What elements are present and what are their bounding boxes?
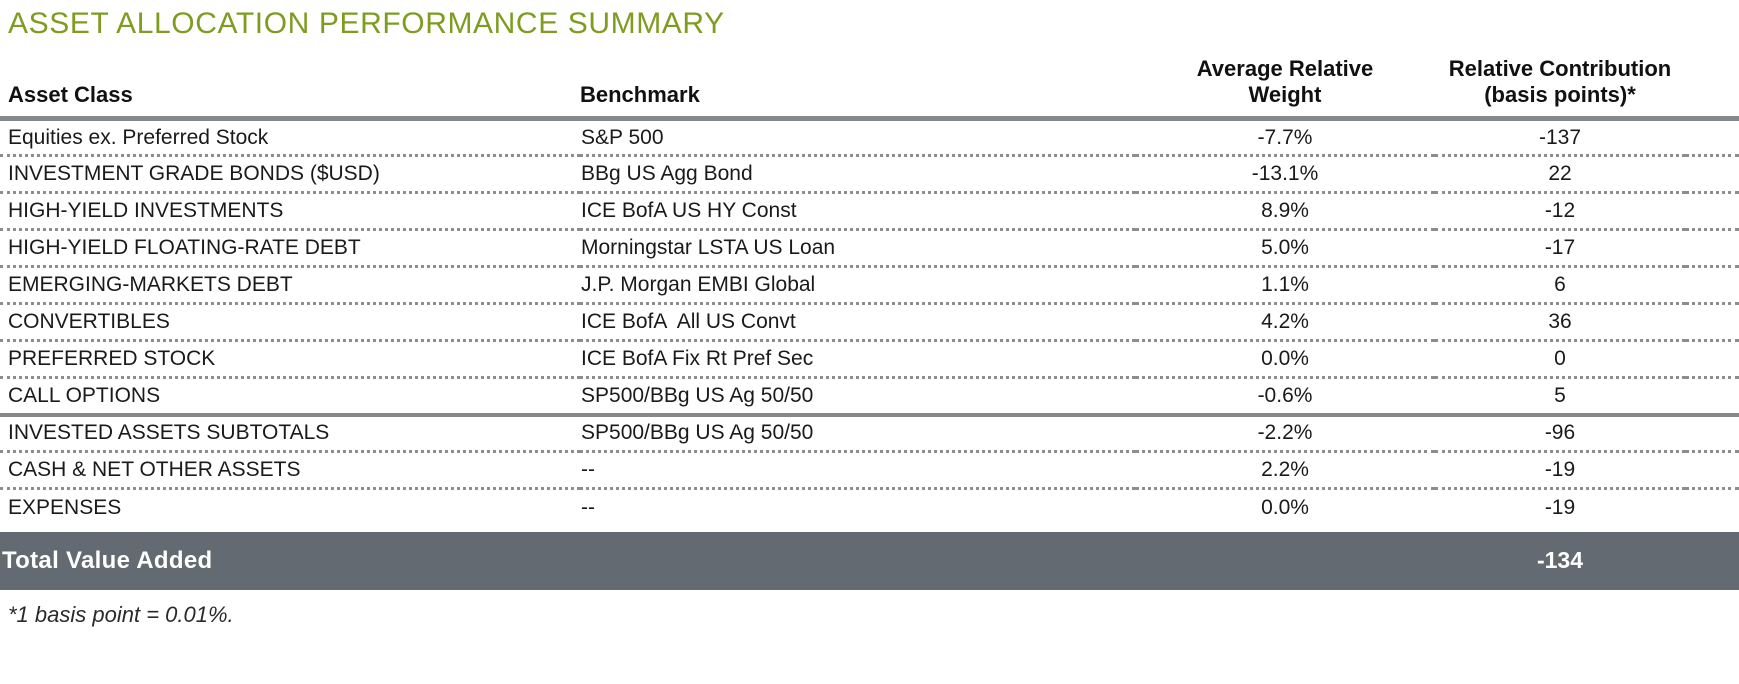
spacer-cell	[1685, 230, 1739, 267]
average-relative-weight-cell: 0.0%	[1261, 347, 1309, 370]
benchmark-cell: --	[581, 458, 595, 481]
relative-contribution-cell: 6	[1554, 273, 1566, 296]
benchmark-cell: ICE BofA All US Convt	[581, 310, 796, 333]
benchmark-cell: Morningstar LSTA US Loan	[581, 236, 836, 259]
average-relative-weight-cell: 2.2%	[1261, 458, 1309, 481]
relative-contribution-cell: 0	[1554, 347, 1566, 370]
benchmark-cell: S&P 500	[581, 125, 664, 149]
table-row: HIGH-YIELD FLOATING-RATE DEBT Morningsta…	[0, 230, 1739, 267]
column-header-benchmark: Benchmark	[580, 82, 700, 107]
spacer-cell	[1685, 156, 1739, 193]
spacer-cell	[1685, 378, 1739, 415]
relative-contribution-cell: -19	[1544, 495, 1576, 519]
spacer-cell	[1685, 415, 1739, 452]
asset-class-cell: EMERGING-MARKETS DEBT	[8, 273, 293, 296]
basis-point-footnote: *1 basis point = 0.01%.	[8, 601, 234, 627]
average-relative-weight-cell: -13.1%	[1251, 162, 1319, 185]
table-row: PREFERRED STOCK ICE BofA Fix Rt Pref Sec…	[0, 341, 1739, 378]
asset-class-cell: Equities ex. Preferred Stock	[8, 125, 269, 149]
asset-class-cell: HIGH-YIELD FLOATING-RATE DEBT	[8, 236, 361, 259]
average-relative-weight-cell: -7.7%	[1257, 125, 1313, 149]
relative-contribution-cell: -17	[1544, 236, 1576, 259]
relative-contribution-cell: 22	[1548, 162, 1572, 185]
asset-class-cell: INVESTED ASSETS SUBTOTALS	[8, 421, 330, 445]
benchmark-cell: ICE BofA US HY Const	[581, 199, 797, 222]
column-header-relative-contribution: Relative Contribution (basis points)*	[1448, 56, 1672, 107]
relative-contribution-cell: 36	[1548, 310, 1572, 333]
column-header-average-relative-weight: Average Relative Weight	[1196, 56, 1374, 107]
benchmark-cell: BBg US Agg Bond	[581, 162, 753, 185]
asset-class-cell: CONVERTIBLES	[8, 310, 170, 333]
average-relative-weight-cell: 1.1%	[1261, 273, 1309, 296]
asset-class-cell: PREFERRED STOCK	[8, 347, 216, 370]
spacer-cell	[1685, 489, 1739, 526]
table-row: EXPENSES -- 0.0% -19	[0, 489, 1739, 526]
benchmark-cell: ICE BofA Fix Rt Pref Sec	[581, 347, 814, 370]
column-header-asset-class: Asset Class	[8, 82, 133, 107]
spacer-cell	[1685, 341, 1739, 378]
benchmark-cell: J.P. Morgan EMBI Global	[581, 273, 816, 296]
table-row: CONVERTIBLES ICE BofA All US Convt 4.2% …	[0, 304, 1739, 341]
average-relative-weight-cell: 5.0%	[1261, 236, 1309, 259]
spacer-cell	[1685, 452, 1739, 489]
asset-class-cell: EXPENSES	[8, 495, 122, 519]
total-value-added-row: Total Value Added -134	[0, 531, 1739, 590]
average-relative-weight-cell: 4.2%	[1261, 310, 1309, 333]
relative-contribution-cell: -96	[1544, 421, 1576, 445]
relative-contribution-cell: -137	[1538, 125, 1582, 149]
total-value-added-label: Total Value Added	[2, 546, 213, 574]
average-relative-weight-cell: 0.0%	[1261, 495, 1309, 519]
asset-class-cell: INVESTMENT GRADE BONDS ($USD)	[8, 162, 380, 185]
benchmark-cell: SP500/BBg US Ag 50/50	[581, 421, 814, 445]
average-relative-weight-cell: -2.2%	[1257, 421, 1313, 445]
table-header: Asset Class Benchmark Average Relative W…	[0, 56, 1739, 119]
relative-contribution-cell: -12	[1544, 199, 1576, 222]
spacer-cell	[1685, 193, 1739, 230]
table-body: Equities ex. Preferred Stock S&P 500 -7.…	[0, 119, 1739, 526]
table-row: CALL OPTIONS SP500/BBg US Ag 50/50 -0.6%…	[0, 378, 1739, 415]
average-relative-weight-cell: -0.6%	[1257, 383, 1313, 407]
average-relative-weight-cell: 8.9%	[1261, 199, 1309, 222]
asset-class-cell: CALL OPTIONS	[8, 383, 161, 407]
table-row: EMERGING-MARKETS DEBT J.P. Morgan EMBI G…	[0, 267, 1739, 304]
spacer-cell	[1685, 304, 1739, 341]
relative-contribution-cell: -19	[1544, 458, 1576, 481]
benchmark-cell: --	[581, 495, 595, 519]
total-relative-contribution-value: -134	[1536, 547, 1584, 573]
asset-class-cell: CASH & NET OTHER ASSETS	[8, 458, 301, 481]
column-header-spacer	[1685, 56, 1739, 119]
asset-allocation-table: Asset Class Benchmark Average Relative W…	[0, 56, 1739, 526]
table-header-row: Asset Class Benchmark Average Relative W…	[0, 56, 1739, 119]
table-row: CASH & NET OTHER ASSETS -- 2.2% -19	[0, 452, 1739, 489]
asset-class-cell: HIGH-YIELD INVESTMENTS	[8, 199, 284, 222]
relative-contribution-cell: 5	[1554, 383, 1566, 407]
table-row: Equities ex. Preferred Stock S&P 500 -7.…	[0, 119, 1739, 156]
spacer-cell	[1685, 119, 1739, 156]
spacer-cell	[1685, 267, 1739, 304]
table-row: INVESTED ASSETS SUBTOTALS SP500/BBg US A…	[0, 415, 1739, 452]
table-row: HIGH-YIELD INVESTMENTS ICE BofA US HY Co…	[0, 193, 1739, 230]
page-title: ASSET ALLOCATION PERFORMANCE SUMMARY	[8, 7, 725, 40]
benchmark-cell: SP500/BBg US Ag 50/50	[581, 383, 814, 407]
table-row: INVESTMENT GRADE BONDS ($USD) BBg US Agg…	[0, 156, 1739, 193]
